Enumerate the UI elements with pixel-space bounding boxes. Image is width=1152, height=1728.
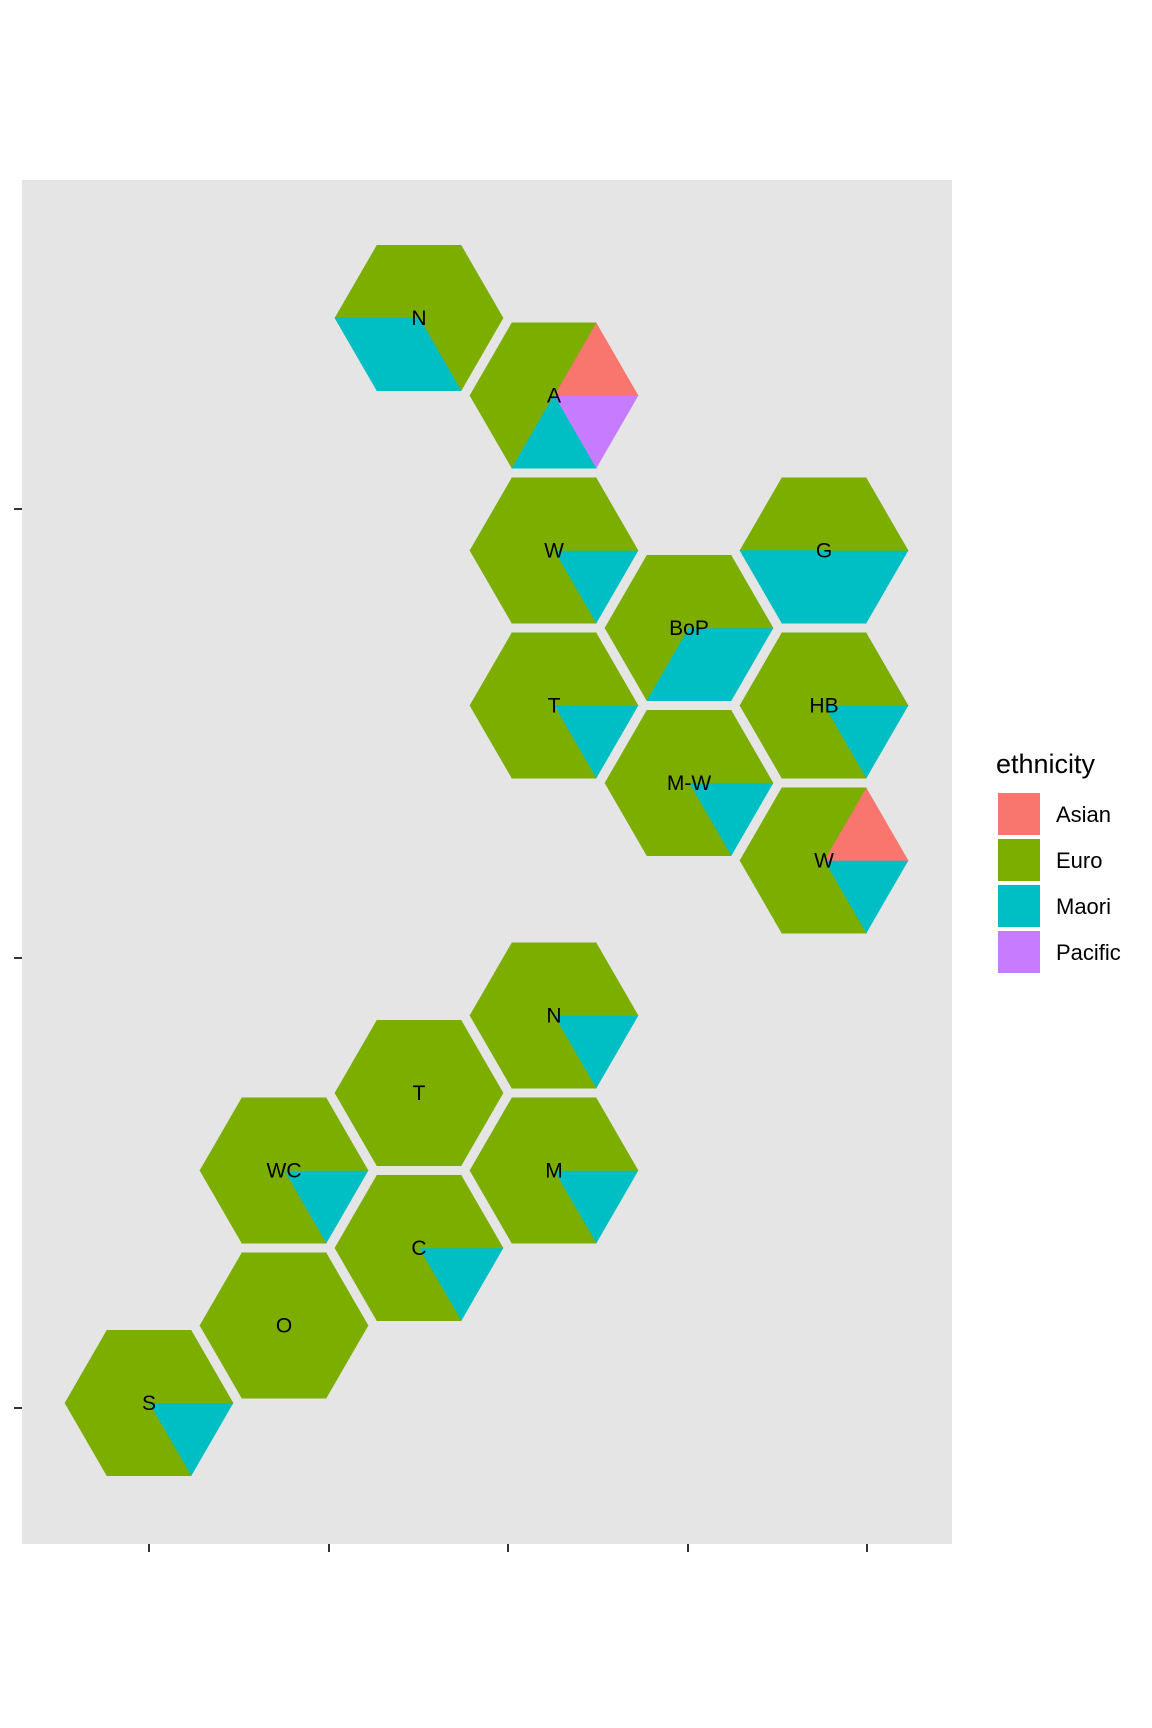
hex-label: G: [816, 540, 832, 563]
hex-label: T: [413, 1082, 426, 1105]
wedge-euro: [781, 859, 867, 934]
hex-region-o-14: [199, 1252, 369, 1399]
hex-label: M: [545, 1160, 563, 1183]
wedge-maori: [511, 394, 597, 469]
hex-label: WC: [267, 1160, 302, 1183]
hex-label: C: [411, 1237, 426, 1260]
hex-region-m-w-7: [604, 709, 774, 857]
legend-label-maori: Maori: [1056, 894, 1111, 919]
hex-label: N: [411, 307, 426, 330]
hex-label: N: [546, 1005, 561, 1028]
axis-layer: [14, 508, 868, 1552]
legend-swatch-maori: [998, 885, 1040, 927]
legend: ethnicity Asian Euro Maori Pacific: [996, 749, 1121, 973]
wedge-euro: [781, 704, 867, 779]
hex-label: HB: [809, 695, 838, 718]
wedge-euro: [511, 1014, 597, 1089]
hex-region-c-13: [334, 1174, 504, 1322]
hex-region-bop-3: [604, 554, 774, 702]
wedge-maori: [376, 317, 462, 392]
wedge-euro: [241, 1324, 327, 1399]
wedge-euro: [646, 782, 732, 857]
legend-label-asian: Asian: [1056, 802, 1111, 827]
wedge-euro: [106, 1402, 192, 1477]
hex-region-t-10: [334, 1019, 504, 1167]
wedge-euro: [511, 549, 597, 624]
wedge-euro: [376, 1092, 462, 1167]
hex-layer: [64, 244, 909, 1477]
hex-label: O: [276, 1315, 292, 1338]
hex-label: M-W: [667, 772, 711, 795]
legend-swatch-asian: [998, 793, 1040, 835]
legend-label-euro: Euro: [1056, 848, 1102, 873]
legend-swatch-pacific: [998, 931, 1040, 973]
hex-label: BoP: [669, 617, 709, 640]
wedge-euro: [376, 1247, 462, 1322]
hex-label: A: [547, 385, 561, 408]
wedge-euro: [511, 1169, 597, 1244]
hex-label: S: [142, 1392, 156, 1415]
hex-label: W: [814, 850, 834, 873]
hex-region-m-12: [469, 1097, 639, 1244]
legend-swatch-euro: [998, 839, 1040, 881]
wedge-maori: [781, 549, 867, 624]
hex-region-s-15: [64, 1329, 234, 1477]
legend-label-pacific: Pacific: [1056, 940, 1121, 965]
wedge-maori: [646, 627, 732, 702]
hex-region-a-1: [469, 322, 639, 469]
hex-label-layer: N A W BoP G T HB M-W W N T WC M C O S: [142, 307, 839, 1415]
hex-region-w-2: [469, 477, 639, 624]
hex-label: T: [548, 695, 561, 718]
hex-region-g-4: [739, 477, 909, 624]
hex-region-hb-6: [739, 632, 909, 779]
wedge-euro: [241, 1169, 327, 1244]
hex-region-n-0: [334, 244, 504, 392]
hex-region-t-5: [469, 632, 639, 779]
wedge-euro: [511, 704, 597, 779]
hex-region-n-9: [469, 942, 639, 1089]
hex-label: W: [544, 540, 564, 563]
legend-title: ethnicity: [996, 749, 1096, 779]
hex-region-wc-11: [199, 1097, 369, 1244]
hex-region-w-8: [739, 787, 909, 934]
